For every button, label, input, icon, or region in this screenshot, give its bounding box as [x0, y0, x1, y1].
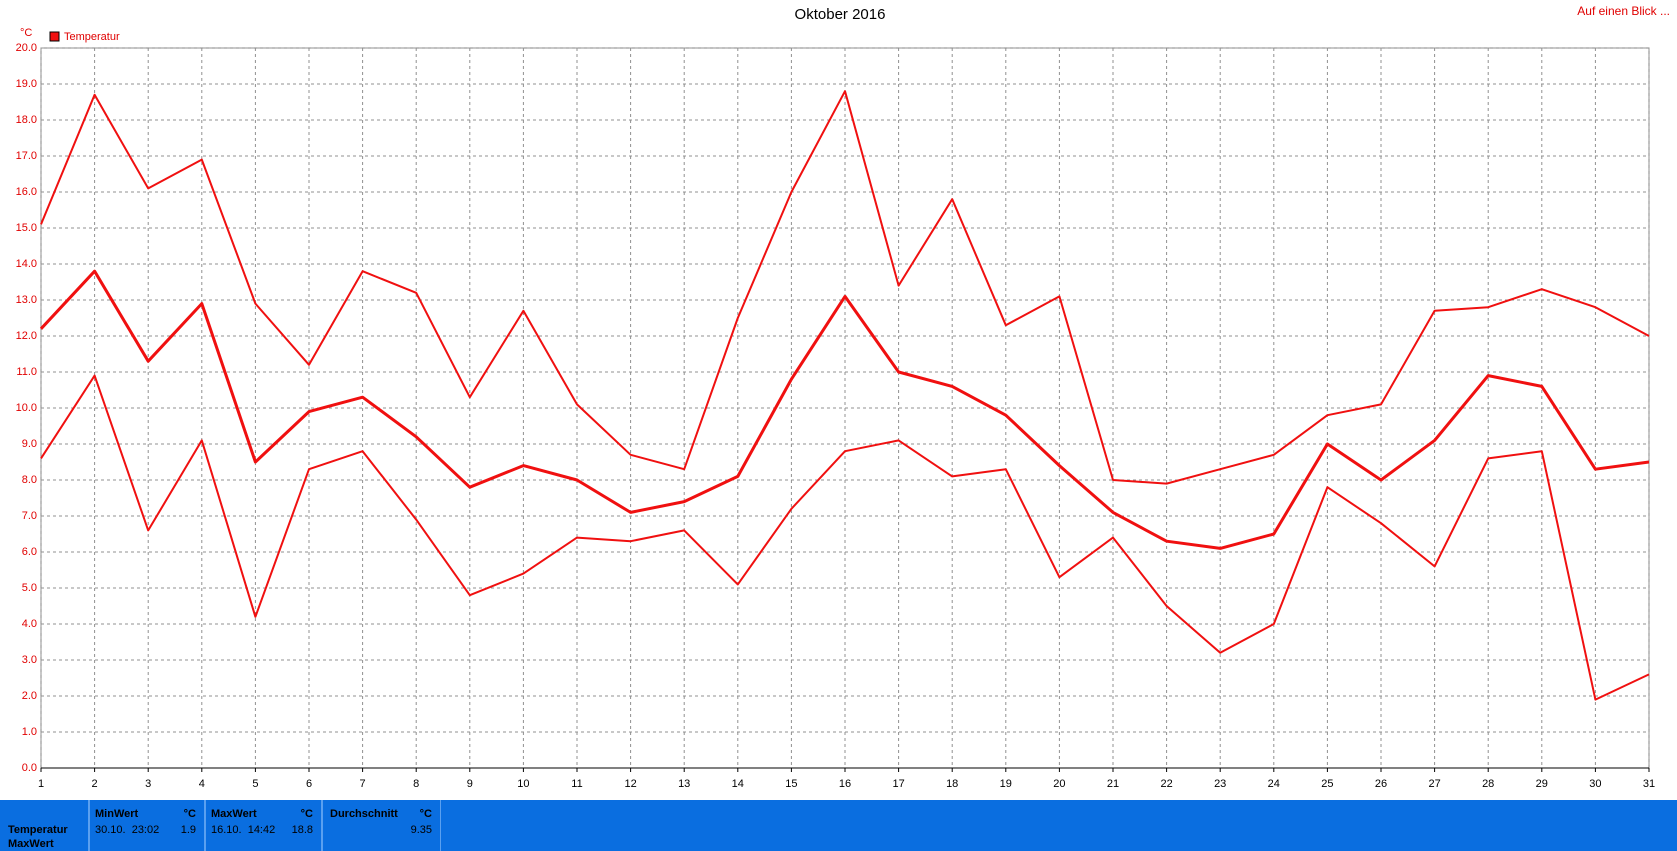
x-tick-label: 23	[1214, 778, 1226, 790]
y-tick-label: 19.0	[16, 78, 37, 90]
y-tick-label: 3.0	[22, 654, 37, 666]
x-tick-label: 5	[252, 778, 258, 790]
x-tick-label: 24	[1268, 778, 1280, 790]
x-tick-label: 26	[1375, 778, 1387, 790]
x-tick-label: 7	[360, 778, 366, 790]
y-tick-label: 7.0	[22, 510, 37, 522]
y-tick-label: 5.0	[22, 582, 37, 594]
y-tick-label: 8.0	[22, 474, 37, 486]
series-line	[40, 90, 1650, 485]
y-tick-label: 9.0	[22, 438, 37, 450]
y-tick-label: 1.0	[22, 726, 37, 738]
stats-unit: °C	[183, 808, 196, 820]
x-tick-label: 4	[199, 778, 205, 790]
legend-swatch	[49, 31, 60, 42]
y-axis-label: °C	[20, 27, 32, 39]
y-tick-label: 4.0	[22, 618, 37, 630]
x-tick-label: 19	[1000, 778, 1012, 790]
stats-value: 9.35	[410, 824, 432, 836]
x-tick-label: 30	[1589, 778, 1601, 790]
y-tick-label: 13.0	[16, 294, 37, 306]
stats-unit: °C	[300, 808, 313, 820]
legend-label: Temperatur	[64, 31, 120, 43]
x-tick-label: 29	[1536, 778, 1548, 790]
y-tick-label: 11.0	[16, 366, 37, 378]
y-tick-label: 18.0	[16, 114, 37, 126]
y-tick-label: 12.0	[16, 330, 37, 342]
x-tick-label: 22	[1160, 778, 1172, 790]
x-tick-label: 21	[1107, 778, 1119, 790]
x-tick-label: 13	[678, 778, 690, 790]
x-tick-label: 27	[1428, 778, 1440, 790]
series-line	[39, 269, 1650, 550]
x-tick-label: 8	[413, 778, 419, 790]
x-tick-label: 31	[1643, 778, 1655, 790]
x-tick-label: 10	[517, 778, 529, 790]
stats-panel: Temperatur MaxWert MinWert °C 30.10. 23:…	[0, 800, 1677, 851]
y-tick-label: 6.0	[22, 546, 37, 558]
x-tick-label: 2	[92, 778, 98, 790]
stats-unit: °C	[419, 808, 432, 820]
stats-header: Durchschnitt	[330, 808, 398, 820]
stats-label-cell: Temperatur MaxWert	[0, 800, 89, 851]
stats-value: 1.9	[180, 824, 196, 836]
y-tick-label: 14.0	[16, 258, 37, 270]
x-tick-label: 11	[571, 778, 582, 790]
y-tick-label: 0.0	[22, 762, 37, 774]
x-tick-label: 6	[306, 778, 312, 790]
stats-value: 18.8	[291, 824, 313, 836]
y-tick-label: 16.0	[16, 186, 37, 198]
x-tick-label: 3	[145, 778, 151, 790]
x-tick-label: 25	[1321, 778, 1333, 790]
y-tick-label: 20.0	[16, 42, 37, 54]
x-tick-label: 28	[1482, 778, 1494, 790]
row-label: MaxWert	[8, 838, 54, 850]
x-tick-label: 20	[1053, 778, 1065, 790]
x-tick-label: 15	[785, 778, 797, 790]
chart-title: Oktober 2016	[795, 6, 886, 23]
chart: Oktober 2016 Auf einen Blick ... °C 0.01…	[16, 4, 1670, 790]
y-tick-label: 10.0	[16, 402, 37, 414]
x-tick-label: 14	[732, 778, 744, 790]
x-tick-label: 1	[38, 778, 44, 790]
x-tick-label: 16	[839, 778, 851, 790]
series-line	[40, 374, 1650, 701]
y-tick-label: 2.0	[22, 690, 37, 702]
y-tick-label: 15.0	[16, 222, 37, 234]
stats-cell: MaxWert °C 16.10. 14:42 18.8	[205, 800, 322, 851]
stats-cell: MinWert °C 30.10. 23:02 1.9	[89, 800, 205, 851]
y-tick-label: 17.0	[16, 150, 37, 162]
stats-when: 30.10. 23:02	[95, 824, 160, 836]
stats-header: MaxWert	[211, 808, 257, 820]
stats-when: 16.10. 14:42	[211, 824, 276, 836]
x-tick-label: 17	[892, 778, 904, 790]
stats-cell: Durchschnitt °C 9.35	[322, 800, 441, 851]
stats-header: MinWert	[95, 808, 139, 820]
x-tick-label: 9	[467, 778, 473, 790]
overview-link[interactable]: Auf einen Blick ...	[1577, 4, 1670, 18]
row-label: Temperatur	[8, 824, 68, 836]
x-tick-label: 12	[624, 778, 636, 790]
x-tick-label: 18	[946, 778, 958, 790]
